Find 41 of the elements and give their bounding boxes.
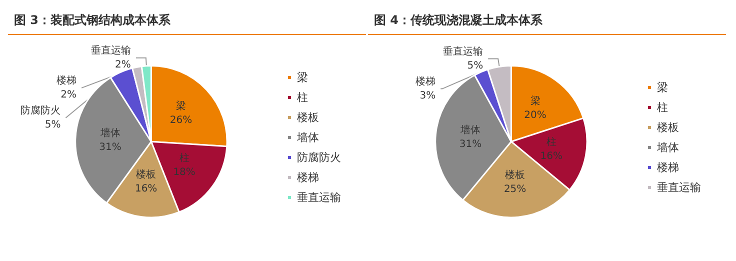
slice-label: 垂直运输 bbox=[90, 44, 131, 56]
slice-label: 垂直运输 bbox=[443, 45, 484, 58]
slice-label: 柱 bbox=[179, 152, 190, 164]
slice-label: 墙体 bbox=[459, 124, 480, 136]
data-label: 5% bbox=[44, 119, 61, 130]
data-label: 26% bbox=[170, 115, 192, 126]
slice-label: 梁 bbox=[176, 100, 186, 112]
legend-label: 垂直运输 bbox=[297, 191, 341, 204]
data-label: 16% bbox=[134, 184, 158, 195]
data-label: 20% bbox=[524, 110, 546, 121]
data-label: 3% bbox=[420, 90, 436, 102]
data-label: 2% bbox=[60, 89, 77, 100]
slice-label: 楼梯 bbox=[416, 75, 436, 88]
legend-label: 防腐防火 bbox=[297, 151, 341, 164]
slice-label: 楼板 bbox=[505, 168, 526, 181]
slice-label: 墙体 bbox=[99, 126, 120, 139]
data-label: 31% bbox=[99, 142, 122, 153]
legend-label: 梁 bbox=[297, 71, 308, 84]
legend-label: 柱 bbox=[657, 101, 668, 114]
legend-label: 墙体 bbox=[656, 141, 679, 154]
legend-label: 垂直运输 bbox=[657, 181, 701, 194]
chart-title: 图 3：装配式钢结构成本体系 bbox=[8, 8, 366, 35]
slice-label: 楼梯 bbox=[56, 74, 77, 86]
legend-label: 梁 bbox=[657, 81, 668, 94]
legend-label: 柱 bbox=[297, 91, 308, 104]
legend-label: 楼梯 bbox=[297, 171, 319, 184]
chart-title: 图 4：传统现浇混凝土成本体系 bbox=[368, 8, 726, 35]
data-label: 5% bbox=[467, 60, 484, 72]
data-label: 2% bbox=[115, 59, 131, 70]
data-label: 25% bbox=[504, 184, 526, 195]
slice-label: 楼板 bbox=[136, 168, 156, 181]
legend-label: 楼梯 bbox=[657, 161, 679, 174]
legend-label: 楼板 bbox=[297, 111, 319, 124]
data-label: 31% bbox=[459, 139, 482, 150]
legend-label: 楼板 bbox=[657, 121, 679, 134]
slice-label: 柱 bbox=[546, 136, 556, 148]
slice-label: 梁 bbox=[530, 94, 540, 107]
data-label: 18% bbox=[173, 167, 196, 178]
legend-label: 墙体 bbox=[296, 131, 319, 144]
slice-label: 防腐防火 bbox=[20, 104, 61, 116]
data-label: 16% bbox=[540, 150, 563, 162]
